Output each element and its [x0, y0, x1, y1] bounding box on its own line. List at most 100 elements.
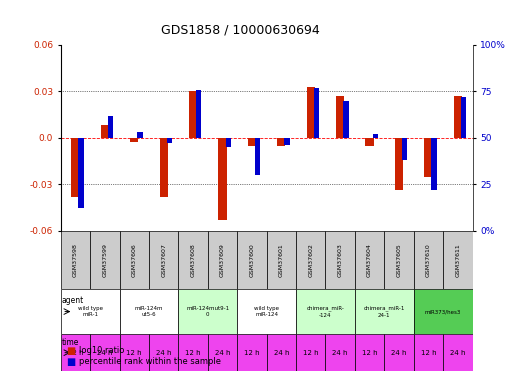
Text: GSM37603: GSM37603 — [338, 243, 343, 277]
Text: GSM37600: GSM37600 — [249, 243, 254, 277]
Bar — [425, 138, 432, 177]
Text: 12 h: 12 h — [244, 350, 260, 355]
Bar — [108, 116, 113, 138]
Bar — [267, 334, 296, 371]
Bar — [384, 334, 414, 371]
Bar — [355, 289, 414, 334]
Text: GSM37604: GSM37604 — [367, 243, 372, 277]
Bar — [296, 231, 325, 289]
Bar — [90, 231, 119, 289]
Bar — [101, 126, 109, 138]
Bar — [267, 231, 296, 289]
Bar — [402, 138, 408, 160]
Text: GSM37599: GSM37599 — [102, 243, 107, 277]
Text: miR-124m
ut5-6: miR-124m ut5-6 — [135, 306, 163, 317]
Bar — [237, 231, 267, 289]
Bar — [255, 138, 260, 175]
Bar — [461, 97, 466, 138]
Text: wild type
miR-1: wild type miR-1 — [78, 306, 102, 317]
Bar — [355, 334, 384, 371]
Text: GSM37598: GSM37598 — [73, 243, 78, 277]
Bar — [414, 231, 443, 289]
Text: 12 h: 12 h — [185, 350, 201, 355]
Text: 12 h: 12 h — [421, 350, 436, 355]
Bar — [119, 334, 149, 371]
Bar — [296, 289, 355, 334]
Bar — [454, 96, 462, 138]
Text: GSM37610: GSM37610 — [426, 243, 431, 277]
Bar — [130, 138, 138, 142]
Text: 12 h: 12 h — [126, 350, 142, 355]
Text: 24 h: 24 h — [97, 350, 112, 355]
Text: 24 h: 24 h — [156, 350, 172, 355]
Bar — [90, 334, 119, 371]
Bar — [384, 231, 414, 289]
Bar — [71, 138, 80, 196]
Bar — [296, 334, 325, 371]
Bar — [355, 231, 384, 289]
Text: chimera_miR-
-124: chimera_miR- -124 — [307, 306, 344, 318]
Bar — [119, 289, 178, 334]
Text: miR373/hes3: miR373/hes3 — [425, 309, 461, 314]
Bar — [314, 88, 319, 138]
Bar — [137, 132, 143, 138]
Bar — [443, 334, 473, 371]
Text: time: time — [62, 338, 79, 347]
Bar — [208, 231, 237, 289]
Bar — [149, 231, 178, 289]
Text: ■: ■ — [66, 346, 76, 355]
Bar — [61, 231, 90, 289]
Text: GSM37601: GSM37601 — [279, 243, 284, 277]
Bar — [167, 138, 172, 143]
Text: 12 h: 12 h — [68, 350, 83, 355]
Text: GSM37611: GSM37611 — [455, 243, 460, 277]
Bar — [307, 87, 315, 138]
Bar — [414, 334, 443, 371]
Bar — [178, 231, 208, 289]
Bar — [196, 90, 202, 138]
Bar — [61, 289, 119, 334]
Bar — [414, 289, 473, 334]
Bar — [336, 96, 344, 138]
Bar — [189, 92, 197, 138]
Bar — [431, 138, 437, 190]
Text: 12 h: 12 h — [362, 350, 378, 355]
Bar — [219, 138, 227, 220]
Text: GSM37607: GSM37607 — [161, 243, 166, 277]
Text: wild type
miR-124: wild type miR-124 — [254, 306, 279, 317]
Text: 24 h: 24 h — [274, 350, 289, 355]
Bar — [325, 231, 355, 289]
Bar — [178, 289, 237, 334]
Bar — [61, 334, 90, 371]
Bar — [79, 138, 84, 208]
Text: 12 h: 12 h — [303, 350, 318, 355]
Text: 24 h: 24 h — [450, 350, 466, 355]
Bar — [119, 231, 149, 289]
Bar — [149, 334, 178, 371]
Text: percentile rank within the sample: percentile rank within the sample — [79, 357, 221, 366]
Bar — [373, 134, 378, 138]
Bar — [178, 334, 208, 371]
Bar — [395, 138, 403, 190]
Bar — [443, 231, 473, 289]
Bar — [208, 334, 237, 371]
Bar — [159, 138, 168, 196]
Text: chimera_miR-1
24-1: chimera_miR-1 24-1 — [364, 306, 405, 318]
Text: 24 h: 24 h — [333, 350, 348, 355]
Text: 24 h: 24 h — [215, 350, 230, 355]
Text: GSM37605: GSM37605 — [397, 243, 401, 277]
Bar — [237, 289, 296, 334]
Text: GSM37609: GSM37609 — [220, 243, 225, 277]
Bar — [225, 138, 231, 147]
Text: GSM37602: GSM37602 — [308, 243, 313, 277]
Text: agent: agent — [62, 296, 84, 304]
Text: GSM37606: GSM37606 — [132, 243, 137, 277]
Text: GDS1858 / 10000630694: GDS1858 / 10000630694 — [161, 24, 319, 37]
Bar — [365, 138, 374, 146]
Bar — [285, 138, 290, 145]
Bar — [325, 334, 355, 371]
Text: 24 h: 24 h — [391, 350, 407, 355]
Bar — [248, 138, 256, 146]
Bar — [237, 334, 267, 371]
Text: GSM37608: GSM37608 — [191, 243, 195, 277]
